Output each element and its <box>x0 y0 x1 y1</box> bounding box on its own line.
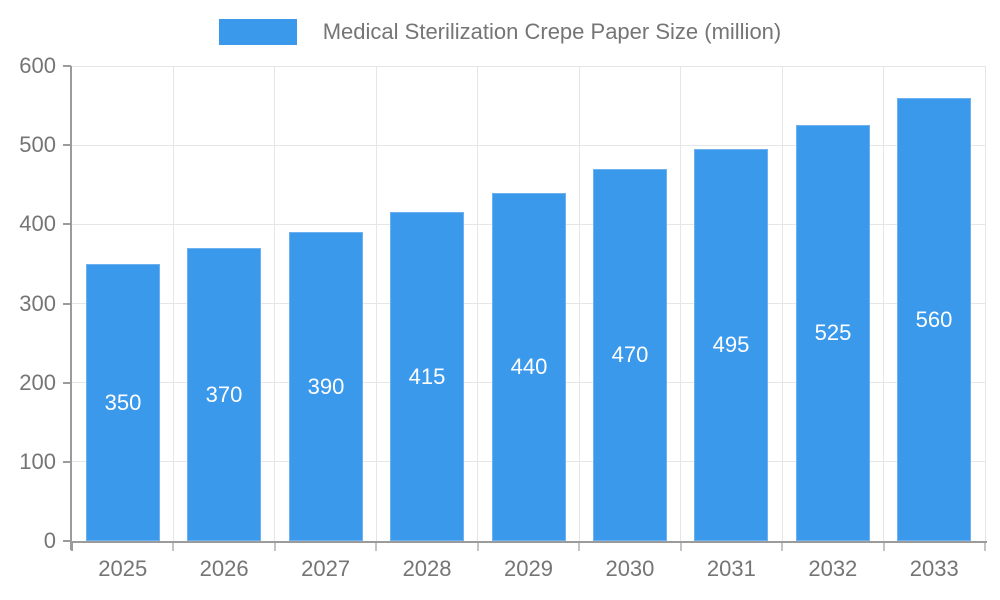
plot-area: 350 370 390 415 440 470 495 525 560 <box>72 65 986 541</box>
x-axis-tick <box>71 543 73 551</box>
x-tick-label: 2032 <box>808 556 858 581</box>
x-axis-tick <box>578 543 581 551</box>
y-axis-tick <box>63 223 71 226</box>
y-tick-label: 200 <box>19 369 56 395</box>
y-tick-label: 100 <box>19 448 56 474</box>
gridline-h <box>72 65 985 67</box>
y-axis-tick <box>63 144 71 147</box>
x-tick-label: 2031 <box>706 556 756 581</box>
y-tick-label: 600 <box>19 53 56 78</box>
x-axis-tick <box>476 543 479 551</box>
y-axis-tick <box>63 460 71 463</box>
gridline-v <box>375 66 377 541</box>
bar-2031[interactable]: 495 <box>694 149 768 541</box>
x-axis-tick <box>273 543 276 551</box>
x-tick-label: 2028 <box>402 556 452 581</box>
x-tick-label: 2025 <box>98 556 148 581</box>
x-tick-label: 2026 <box>199 556 249 581</box>
x-axis-tick <box>679 543 682 551</box>
y-axis-tick <box>63 540 71 542</box>
legend[interactable]: Medical Sterilization Crepe Paper Size (… <box>0 17 1000 47</box>
legend-swatch <box>218 19 297 45</box>
gridline-v <box>984 66 986 541</box>
bar-2025[interactable]: 350 <box>86 264 160 541</box>
bar-value-label: 350 <box>104 389 142 415</box>
legend-label: Medical Sterilization Crepe Paper Size (… <box>322 19 782 44</box>
bar-value-label: 440 <box>510 354 548 379</box>
gridline-h <box>72 144 985 146</box>
bar-2027[interactable]: 390 <box>289 232 363 541</box>
bar-value-label: 390 <box>307 373 345 399</box>
gridline-v <box>477 66 479 541</box>
x-axis-tick <box>375 543 378 551</box>
x-axis-tick <box>882 543 885 551</box>
gridline-v <box>883 66 885 541</box>
y-tick-label: 300 <box>19 290 56 316</box>
bar-value-label: 560 <box>915 306 953 332</box>
y-tick-label: 400 <box>19 211 56 237</box>
x-axis-labels: 2025 2026 2027 2028 2029 2030 2031 2032 2033 <box>72 556 985 586</box>
gridline-v <box>274 66 276 541</box>
bar-2026[interactable]: 370 <box>187 248 261 541</box>
y-tick-label: 0 <box>43 528 56 553</box>
gridline-v <box>172 66 174 541</box>
y-axis-line <box>70 66 72 550</box>
x-tick-label: 2029 <box>504 556 553 581</box>
gridline-v <box>680 66 682 541</box>
bar-2029[interactable]: 440 <box>492 193 566 541</box>
x-axis-tick <box>172 543 175 551</box>
bar-value-label: 495 <box>712 332 750 357</box>
y-axis-tick <box>63 381 71 384</box>
x-tick-label: 2027 <box>301 556 351 581</box>
bar-value-label: 470 <box>611 342 649 367</box>
y-tick-label: 500 <box>19 132 56 158</box>
x-tick-label: 2030 <box>605 556 655 581</box>
gridline-v <box>578 66 580 541</box>
x-axis-tick <box>781 543 784 551</box>
bar-2028[interactable]: 415 <box>390 212 464 541</box>
bar-2030[interactable]: 470 <box>593 169 667 541</box>
y-axis-tick <box>63 302 71 305</box>
y-axis-labels: 0 100 200 300 400 500 600 <box>0 0 56 600</box>
x-axis-tick <box>984 543 986 551</box>
y-axis-tick <box>63 65 71 67</box>
gridline-v <box>781 66 783 541</box>
bar-2033[interactable]: 560 <box>897 98 971 541</box>
bar-value-label: 370 <box>205 381 243 407</box>
bar-value-label: 415 <box>408 363 446 389</box>
bar-value-label: 525 <box>814 320 852 345</box>
bar-2032[interactable]: 525 <box>796 125 870 541</box>
x-axis-line <box>70 541 987 543</box>
x-tick-label: 2033 <box>909 556 959 581</box>
